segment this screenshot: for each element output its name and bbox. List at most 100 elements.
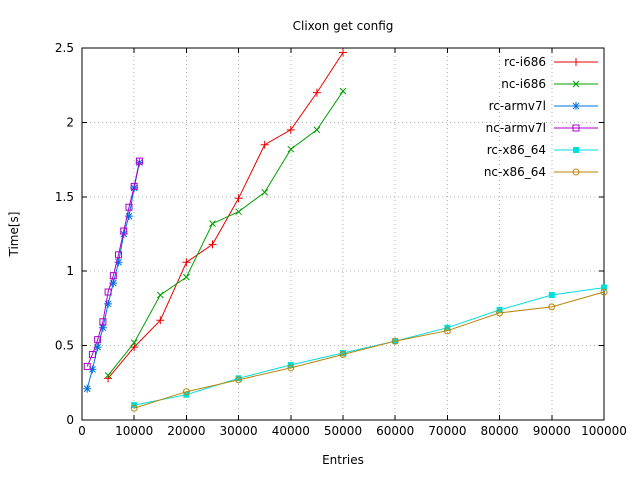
series-nc-armv7l <box>83 157 143 370</box>
x-tick-label: 90000 <box>533 424 571 438</box>
legend-item: rc-armv7l <box>489 99 598 113</box>
marker-cross <box>287 145 295 153</box>
legend-label: rc-armv7l <box>489 99 546 113</box>
marker-asterisk <box>88 365 97 374</box>
y-tick-label: 2 <box>66 115 74 129</box>
x-tick-label: 0 <box>78 424 86 438</box>
x-tick-label: 40000 <box>272 424 310 438</box>
marker-square-open <box>572 124 580 132</box>
marker-cross <box>183 273 190 281</box>
marker-cross <box>209 220 216 227</box>
marker-plus <box>339 48 347 57</box>
marker-plus <box>234 194 243 203</box>
chart-title: Clixon get config <box>292 19 394 33</box>
x-tick-label: 50000 <box>324 424 362 438</box>
series-rc-i686 <box>104 48 347 383</box>
series-nc-i686 <box>104 87 347 379</box>
legend-item: nc-x86_64 <box>484 165 598 179</box>
marker-plus <box>156 316 165 325</box>
legend-item: rc-x86_64 <box>487 143 598 157</box>
x-tick-label: 80000 <box>481 424 519 438</box>
x-axis-label: Entries <box>322 453 364 467</box>
marker-cross <box>130 339 138 346</box>
series-line <box>86 160 140 367</box>
x-tick-label: 70000 <box>428 424 466 438</box>
marker-cross <box>572 80 580 88</box>
y-tick-label: 1 <box>66 264 74 278</box>
marker-cross <box>104 372 112 379</box>
series-nc-x86_64 <box>130 288 608 412</box>
marker-plus <box>260 140 269 149</box>
legend-label: nc-i686 <box>501 77 546 91</box>
marker-square-open <box>104 288 112 296</box>
marker-square-filled <box>601 284 607 291</box>
marker-cross <box>339 87 347 95</box>
x-tick-label: 10000 <box>115 424 153 438</box>
legend-label: rc-x86_64 <box>487 143 546 157</box>
y-tick-label: 0 <box>66 413 74 427</box>
marker-square-filled <box>573 147 579 153</box>
marker-plus <box>208 240 217 249</box>
marker-plus <box>130 343 139 352</box>
marker-plus <box>182 258 191 267</box>
marker-circle-open <box>391 337 399 345</box>
marker-circle-open <box>339 351 347 359</box>
marker-cross <box>235 208 242 216</box>
marker-circle-open <box>287 364 295 372</box>
legend-label: nc-x86_64 <box>484 165 546 179</box>
marker-square-filled <box>548 292 555 299</box>
marker-square-open <box>83 362 91 370</box>
y-tick-label: 1.5 <box>55 190 74 204</box>
marker-square-open <box>94 336 102 344</box>
legend-label: nc-armv7l <box>486 121 546 135</box>
marker-asterisk <box>104 299 113 308</box>
marker-circle-open <box>496 309 504 317</box>
marker-asterisk <box>83 384 92 393</box>
marker-square-open <box>120 227 128 235</box>
series-rc-x86_64 <box>131 284 607 409</box>
marker-circle-open <box>235 376 243 384</box>
y-axis-label: Time[s] <box>7 211 21 257</box>
marker-plus <box>286 125 295 134</box>
marker-asterisk <box>114 258 123 267</box>
legend-item: nc-i686 <box>501 77 598 91</box>
marker-circle-open <box>548 303 556 311</box>
x-tick-label: 60000 <box>376 424 414 438</box>
marker-circle-open <box>443 327 451 335</box>
y-tick-label: 2.5 <box>55 41 74 55</box>
x-tick-label: 20000 <box>167 424 205 438</box>
series-line <box>134 287 605 406</box>
legend-item: nc-armv7l <box>486 121 598 135</box>
marker-asterisk <box>572 102 580 110</box>
marker-square-open <box>88 351 96 359</box>
marker-cross <box>261 188 269 196</box>
marker-square-open <box>135 157 143 165</box>
marker-plus <box>572 58 580 66</box>
legend-item: rc-i686 <box>504 55 598 69</box>
x-tick-label: 100000 <box>581 424 627 438</box>
marker-cross <box>313 126 321 134</box>
marker-circle-open <box>130 404 138 412</box>
marker-cross <box>156 291 164 299</box>
marker-square-filled <box>235 375 242 382</box>
marker-square-open <box>130 182 138 190</box>
marker-square-open <box>125 203 133 211</box>
legend: rc-i686 nc-i686 rc-armv7l nc-armv7l rc-x86_6… <box>484 55 598 179</box>
legend-label: rc-i686 <box>504 55 546 69</box>
marker-circle-open <box>572 168 580 176</box>
marker-square-open <box>109 272 117 280</box>
series-line <box>107 90 344 376</box>
y-tick-label: 0.5 <box>55 339 74 353</box>
marker-circle-open <box>182 388 190 396</box>
marker-square-open <box>99 318 107 326</box>
marker-asterisk <box>124 212 133 221</box>
series-line <box>107 52 344 379</box>
marker-circle-open <box>600 288 608 296</box>
marker-asterisk <box>98 323 107 332</box>
marker-plus <box>312 88 321 97</box>
marker-square-open <box>115 251 123 259</box>
marker-asterisk <box>93 343 102 352</box>
marker-square-filled <box>340 350 346 357</box>
